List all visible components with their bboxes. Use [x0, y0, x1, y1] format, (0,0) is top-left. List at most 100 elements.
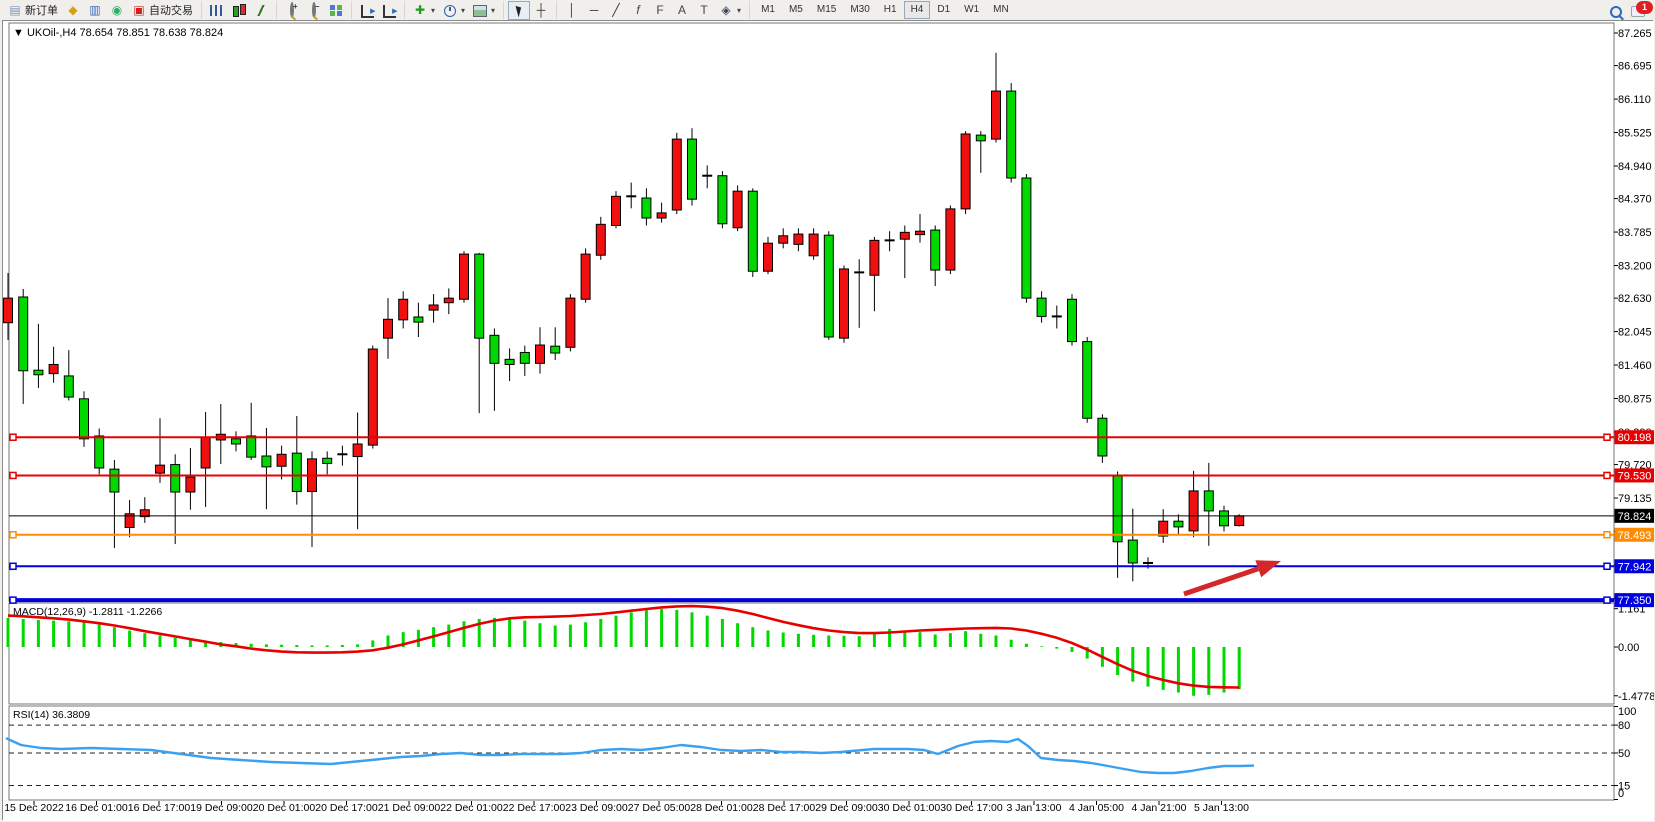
price-tick-label: 86.695 [1618, 61, 1652, 73]
vertical-line-button[interactable]: │ [561, 1, 583, 20]
bar-chart-button[interactable] [206, 1, 228, 20]
date-tick-label: 23 Dec 09:00 [565, 802, 628, 814]
horizontal-line-button[interactable]: ─ [583, 1, 605, 20]
price-badge [1614, 430, 1654, 445]
line-handle[interactable] [1603, 596, 1611, 604]
date-tick-label: 20 Dec 01:00 [253, 802, 316, 814]
time-axis[interactable]: 15 Dec 2022 16 Dec 01:00 16 Dec 17:00 19 De… [4, 801, 1249, 814]
macd-axis-label: 0.00 [1618, 642, 1639, 654]
bearish-candle [930, 229, 941, 271]
periods-button[interactable]: ▾ [439, 1, 469, 20]
chart-wizard-icon[interactable]: ◆ [62, 1, 84, 20]
dropdown-caret-icon[interactable]: ▾ [461, 5, 466, 15]
signals-icon[interactable]: ◉ [106, 1, 128, 20]
timeframe-button-w1[interactable]: W1 [964, 4, 980, 15]
date-tick-label: 4 Jan 21:00 [1132, 802, 1187, 814]
fibo-fan-button[interactable]: F [649, 1, 671, 20]
text-button[interactable]: A [671, 1, 693, 20]
bearish-candle [687, 138, 697, 200]
dropdown-caret-icon[interactable]: ▾ [737, 5, 742, 15]
timeframe-button-d1[interactable]: D1 [937, 4, 951, 15]
market-watch-icon[interactable]: ▥ [84, 1, 106, 20]
dropdown-caret-icon[interactable]: ▾ [431, 5, 436, 15]
bullish-candle [656, 212, 667, 219]
level-lines: 80.198 79.530 78.824 78.493 77.942 77.350 [9, 430, 1654, 608]
new-order-button-label: 新订单 [25, 5, 58, 17]
timeframe-button-m15[interactable]: M15 [816, 4, 837, 15]
arrows-button[interactable]: ◈ ▾ [715, 1, 745, 20]
date-tick-label: 30 Dec 01:00 [878, 802, 941, 814]
trend-arrow-annotation[interactable] [1183, 560, 1281, 597]
line-handle[interactable] [9, 531, 17, 539]
candlestick-chart-button[interactable] [228, 1, 250, 20]
bullish-candle [276, 453, 287, 467]
bullish-candle [580, 253, 591, 300]
bullish-candle [535, 344, 545, 364]
timeframe-button-m1[interactable]: M1 [761, 4, 775, 15]
price-badge-label: 79.530 [1618, 470, 1652, 482]
chart-canvas[interactable]: 87.265 86.695 86.110 85.525 84.940 84.370 83.7… [3, 21, 1654, 821]
bullish-candle [793, 233, 804, 245]
toolbar-group [201, 1, 276, 19]
macd-signal-line[interactable] [7, 604, 1240, 689]
timeframe-button-m30[interactable]: M30 [850, 4, 870, 15]
bearish-candle [1203, 490, 1214, 512]
bearish-candle [18, 296, 29, 372]
new-order-button-icon: ▤ [9, 2, 21, 17]
bearish-candle [413, 316, 424, 323]
macd-pane[interactable] [8, 602, 1615, 705]
line-handle[interactable] [1603, 531, 1611, 539]
date-tick-label: 29 Dec 09:00 [815, 802, 878, 814]
auto-scroll-button[interactable] [356, 1, 378, 20]
line-handle[interactable] [1603, 433, 1611, 441]
cursor-button[interactable] [508, 0, 531, 20]
line-handle[interactable] [1603, 471, 1611, 480]
chart-shift-button[interactable] [378, 1, 400, 20]
templates-button[interactable]: ▾ [469, 1, 499, 20]
bearish-candle [1067, 298, 1077, 343]
autotrading-button[interactable]: ▣ 自动交易 [128, 1, 197, 20]
toolbar-group: ┼ [503, 0, 556, 20]
crosshair-button[interactable]: ┼ [530, 1, 552, 20]
bearish-candle [109, 468, 120, 493]
new-order-button[interactable]: ▤ 新订单 [4, 1, 62, 20]
timeframe-button-mn[interactable]: MN [993, 4, 1009, 15]
chart-window[interactable]: 87.265 86.695 86.110 85.525 84.940 84.370 83.7… [2, 20, 1654, 821]
main-chart-pane[interactable] [8, 22, 1615, 602]
line-handle[interactable] [9, 562, 17, 571]
bearish-candle [1021, 177, 1032, 299]
auto-scroll-button-icon [360, 4, 376, 18]
date-tick-label: 30 Dec 17:00 [940, 802, 1003, 814]
bullish-candle [1234, 515, 1245, 527]
line-handle[interactable] [9, 433, 17, 441]
zoom-in-button[interactable]: + [281, 1, 303, 20]
bearish-candle [975, 134, 986, 142]
rsi-axis-label: 15 [1618, 781, 1630, 793]
text-label-button[interactable]: T [693, 1, 715, 20]
rsi-line[interactable] [5, 737, 1255, 775]
line-handle[interactable] [9, 471, 17, 480]
bullish-candle [443, 297, 454, 304]
templates-button-icon [473, 4, 488, 17]
zoom-out-button[interactable]: – [303, 1, 325, 20]
indicators-button[interactable]: ✚ ▾ [409, 1, 439, 20]
price-tick-label: 83.785 [1618, 227, 1652, 239]
tile-windows-button[interactable] [325, 1, 347, 20]
timeframe-group: M1 M5 M15 M30 H1 H4 D1 W1 MN [749, 1, 1020, 19]
bearish-candle [1082, 341, 1093, 419]
line-chart-button[interactable] [250, 1, 272, 20]
timeframe-button-m5[interactable]: M5 [788, 4, 803, 15]
dropdown-caret-icon[interactable]: ▾ [491, 5, 496, 15]
bearish-candle [489, 334, 500, 364]
tile-windows-button-icon [329, 4, 343, 17]
timeframe-button-h1[interactable]: H1 [883, 4, 897, 15]
line-handle[interactable] [9, 596, 17, 604]
bearish-candle [504, 358, 515, 365]
search-icon[interactable] [1609, 4, 1623, 18]
fibonacci-button[interactable]: f [627, 1, 649, 20]
trendline-button[interactable]: ╱ [605, 1, 627, 20]
signals-icon-icon: ◉ [111, 2, 123, 17]
line-handle[interactable] [1603, 562, 1611, 571]
timeframe-button-h4[interactable]: H4 [903, 1, 931, 19]
date-tick-label: 4 Jan 05:00 [1069, 802, 1124, 814]
